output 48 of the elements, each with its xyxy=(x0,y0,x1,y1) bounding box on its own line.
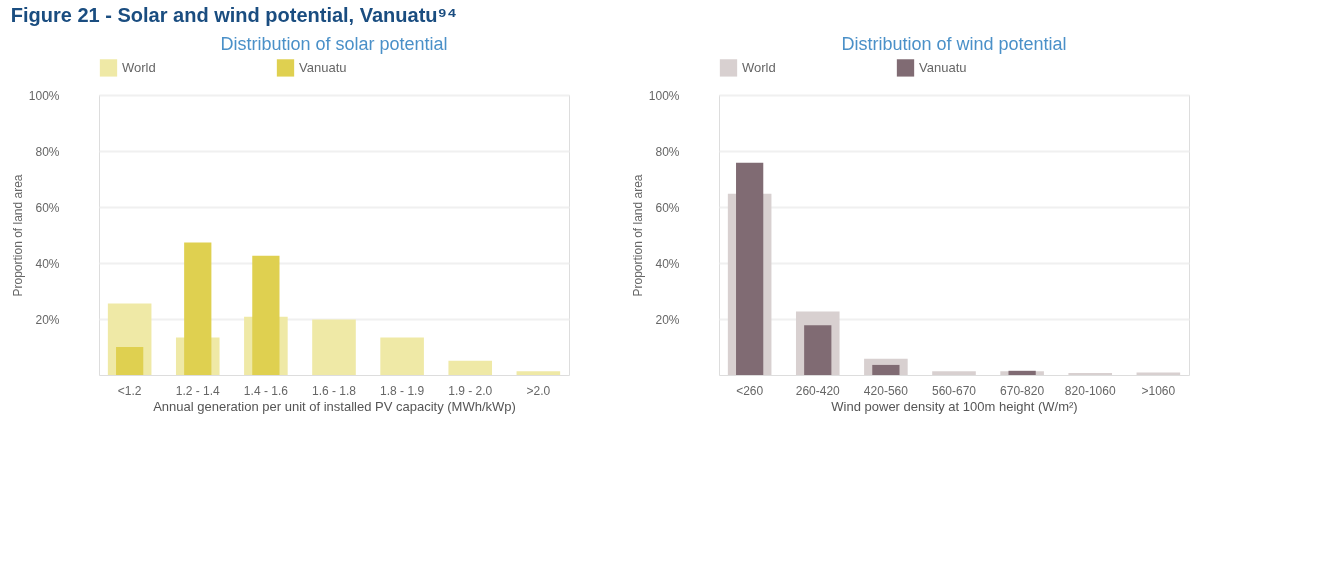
x-tick-label: <260 xyxy=(736,383,764,398)
x-tick-label: 420-560 xyxy=(863,383,909,398)
x-axis-title: Wind power density at 100m height (W/m²) xyxy=(831,398,1078,414)
y-tick-label: 100% xyxy=(648,88,680,103)
bar xyxy=(1136,372,1181,375)
y-tick-label: 40% xyxy=(35,256,60,271)
x-tick-label: 560-670 xyxy=(931,383,977,398)
bar xyxy=(448,360,493,375)
legend-label: Vanuatu xyxy=(919,59,967,75)
bar xyxy=(1008,370,1036,375)
y-tick-label: 80% xyxy=(655,144,680,159)
x-tick-label: 820-1060 xyxy=(1064,383,1116,398)
chart-title: Distribution of wind potential xyxy=(841,34,1067,54)
bar xyxy=(252,255,280,375)
y-axis-title: Proportion of land area xyxy=(630,174,645,297)
bar xyxy=(116,347,144,375)
bar xyxy=(516,371,561,375)
x-tick-label: 1.8 - 1.9 xyxy=(380,383,425,398)
bar xyxy=(736,162,764,375)
x-tick-label: 1.4 - 1.6 xyxy=(243,383,289,398)
bar xyxy=(312,319,356,375)
legend-label: World xyxy=(122,59,156,75)
y-axis-title: Proportion of land area xyxy=(10,174,25,297)
y-tick-label: 100% xyxy=(28,88,60,103)
x-tick-label: <1.2 xyxy=(117,383,142,398)
bar xyxy=(804,325,832,375)
y-tick-label: 80% xyxy=(35,144,60,159)
legend-label: World xyxy=(742,59,776,75)
y-tick-label: 20% xyxy=(655,312,680,327)
y-tick-label: 60% xyxy=(655,200,680,215)
bar xyxy=(380,337,424,375)
x-tick-label: 260-420 xyxy=(795,383,841,398)
caption: Figure 21 - Solar and wind potential, Vanuatu⁹⁴ xyxy=(10,3,457,26)
y-tick-label: 40% xyxy=(655,256,680,271)
x-tick-label: 1.9 - 2.0 xyxy=(448,383,493,398)
chart-title: Distribution of solar potential xyxy=(220,34,448,54)
x-tick-label: 1.6 - 1.8 xyxy=(311,383,357,398)
bar xyxy=(932,371,976,375)
x-axis-title: Annual generation per unit of installed PV capacity (MWh/kWp) xyxy=(153,398,516,414)
bar xyxy=(872,364,900,375)
x-tick-label: >1060 xyxy=(1141,383,1176,398)
legend-label: Vanuatu xyxy=(299,59,347,75)
bar xyxy=(184,242,212,375)
x-tick-label: >2.0 xyxy=(526,383,551,398)
x-tick-label: 1.2 - 1.4 xyxy=(175,383,221,398)
y-tick-label: 20% xyxy=(35,312,60,327)
y-tick-label: 60% xyxy=(35,200,60,215)
x-tick-label: 670-820 xyxy=(1000,383,1045,398)
